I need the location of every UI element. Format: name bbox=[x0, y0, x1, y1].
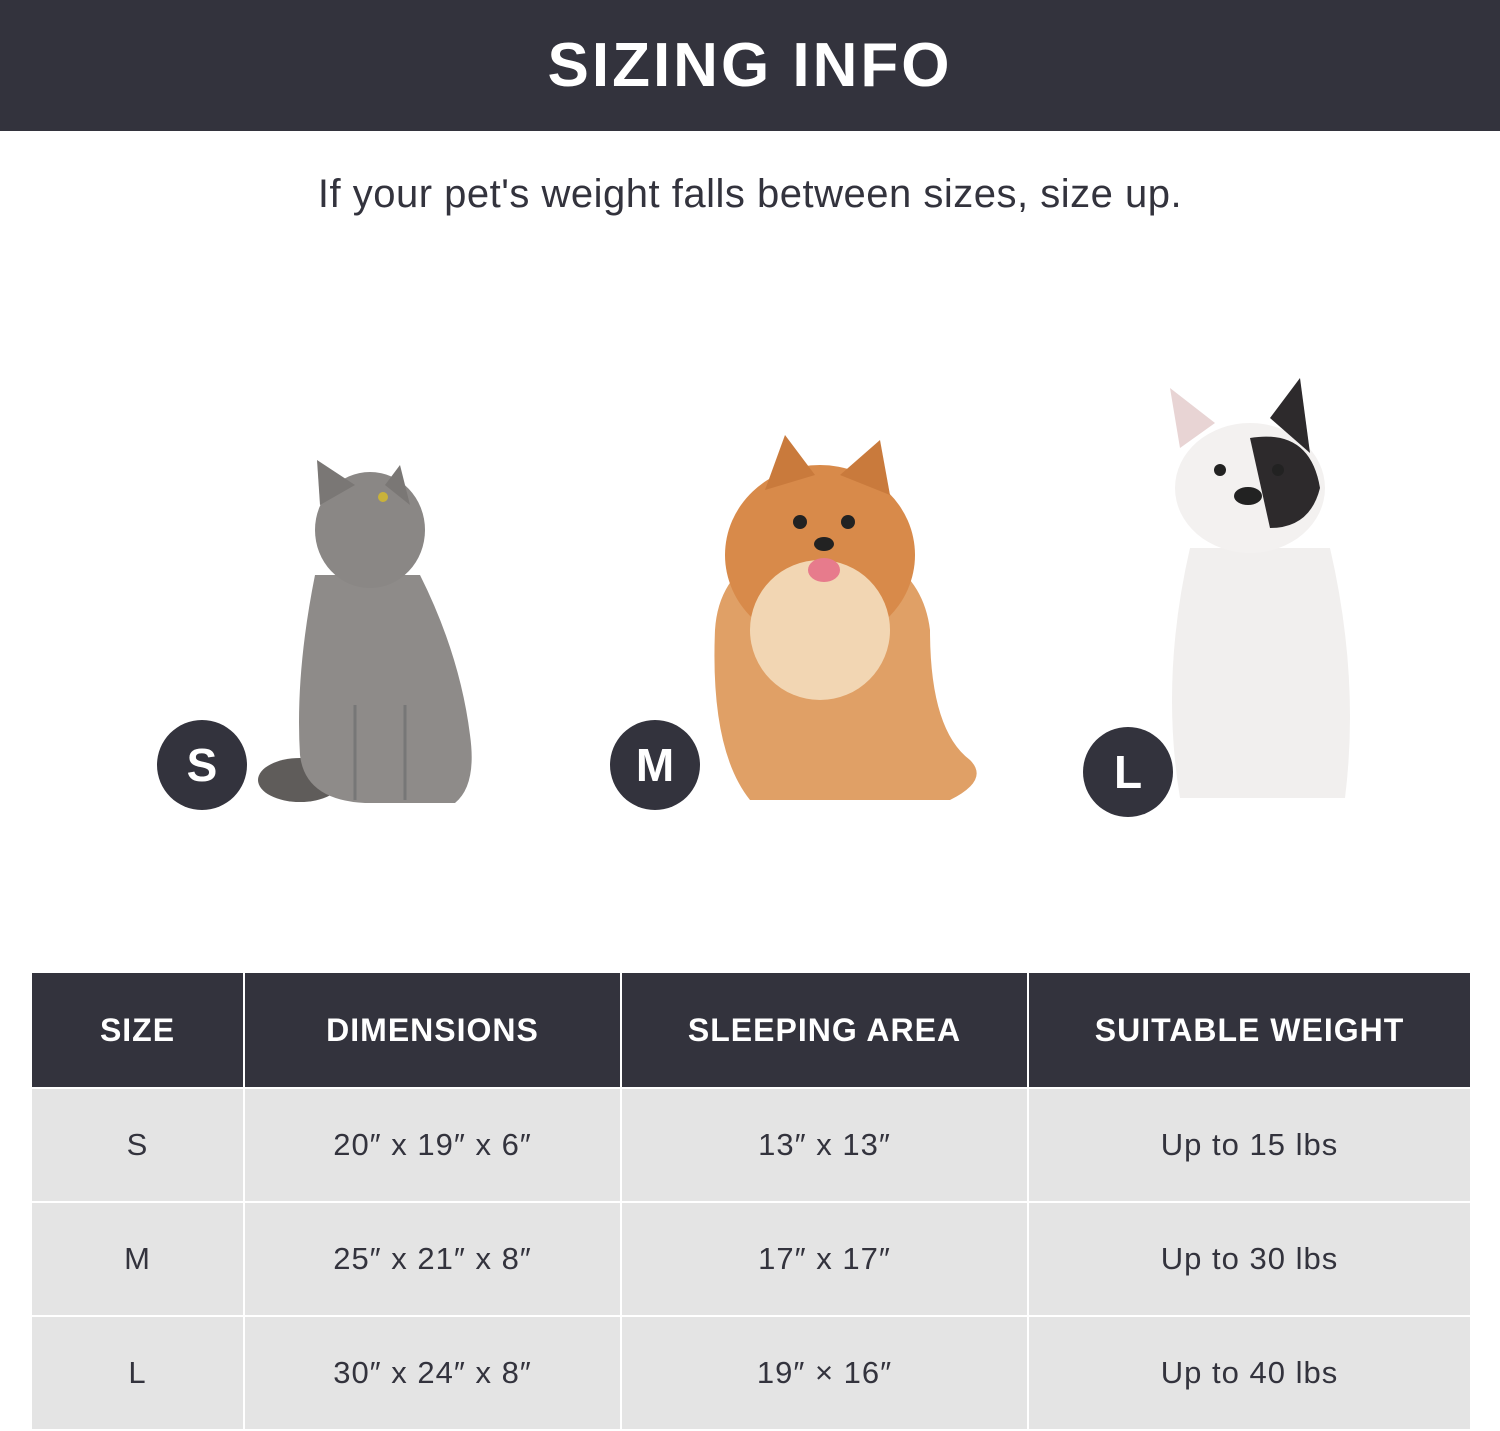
size-badge-s: S bbox=[157, 720, 247, 810]
cat-image bbox=[258, 460, 472, 803]
header-sleeping-area: SLEEPING AREA bbox=[620, 973, 1029, 1089]
cell-suitable-weight: Up to 40 lbs bbox=[1027, 1315, 1472, 1431]
cell-size: L bbox=[30, 1315, 245, 1431]
cell-size: S bbox=[30, 1087, 245, 1203]
cell-sleeping-area: 17″ x 17″ bbox=[620, 1201, 1029, 1317]
cell-sleeping-area: 19″ × 16″ bbox=[620, 1315, 1029, 1431]
subtitle: If your pet's weight falls between sizes… bbox=[317, 172, 1183, 216]
sizing-table: SIZE DIMENSIONS SLEEPING AREA SUITABLE W… bbox=[30, 973, 1472, 1431]
cell-dimensions: 30″ x 24″ x 8″ bbox=[243, 1315, 622, 1431]
header-suitable-weight: SUITABLE WEIGHT bbox=[1027, 973, 1472, 1089]
table-row: M 25″ x 21″ x 8″ 17″ x 17″ Up to 30 lbs bbox=[30, 1201, 1472, 1317]
cell-dimensions: 25″ x 21″ x 8″ bbox=[243, 1201, 622, 1317]
table-row: S 20″ x 19″ x 6″ 13″ x 13″ Up to 15 lbs bbox=[30, 1087, 1472, 1203]
size-badge-l: L bbox=[1083, 727, 1173, 817]
table-header-row: SIZE DIMENSIONS SLEEPING AREA SUITABLE W… bbox=[30, 973, 1472, 1089]
cell-size: M bbox=[30, 1201, 245, 1317]
size-badge-m: M bbox=[610, 720, 700, 810]
header-size: SIZE bbox=[30, 973, 245, 1089]
header-dimensions: DIMENSIONS bbox=[243, 973, 622, 1089]
title-banner: SIZING INFO bbox=[0, 0, 1500, 131]
pomeranian-image bbox=[714, 435, 977, 800]
cell-dimensions: 20″ x 19″ x 6″ bbox=[243, 1087, 622, 1203]
french-bulldog-image bbox=[1170, 378, 1350, 798]
cell-sleeping-area: 13″ x 13″ bbox=[620, 1087, 1029, 1203]
table-row: L 30″ x 24″ x 8″ 19″ × 16″ Up to 40 lbs bbox=[30, 1315, 1472, 1431]
cell-suitable-weight: Up to 30 lbs bbox=[1027, 1201, 1472, 1317]
page-title: SIZING INFO bbox=[547, 31, 953, 100]
cell-suitable-weight: Up to 15 lbs bbox=[1027, 1087, 1472, 1203]
